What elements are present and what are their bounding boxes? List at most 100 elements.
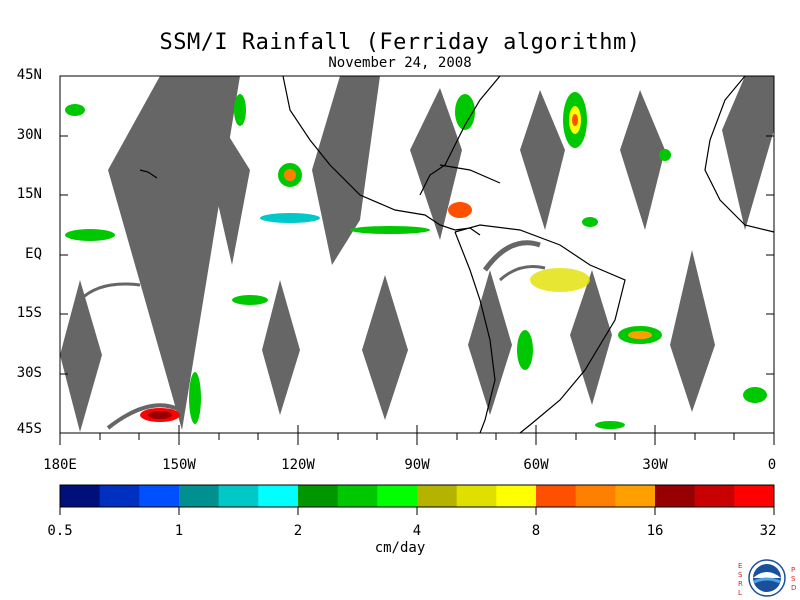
lon-label-120w: 120W <box>281 457 315 473</box>
colorbar-label: 4 <box>412 523 422 539</box>
lat-label-eq: EQ <box>25 246 42 262</box>
cuba-outline <box>439 164 501 184</box>
map-date: November 24, 2008 <box>328 55 472 71</box>
svg-text:D: D <box>791 584 796 592</box>
lon-ticks <box>59 425 775 445</box>
rain-patch <box>234 94 246 126</box>
rain-patch <box>65 104 85 116</box>
rain-patch <box>455 94 475 130</box>
colorbar-units: cm/day <box>374 540 426 556</box>
map-title: SSM/I Rainfall (Ferriday algorithm) <box>159 30 641 55</box>
colorbar-label: 2 <box>293 523 303 539</box>
rain-patch <box>448 202 472 218</box>
lon-label-150w: 150W <box>162 457 196 473</box>
colorbar-label: 16 <box>646 523 664 539</box>
colorbar-cell <box>575 485 616 507</box>
colorbar-cell <box>734 485 775 507</box>
rain-patch <box>595 421 625 429</box>
colorbar-ticks <box>59 507 775 515</box>
lon-label-30w: 30W <box>642 457 668 473</box>
svg-text:S: S <box>738 571 743 579</box>
south-america-coast <box>454 224 626 434</box>
lat-label-15n: 15N <box>16 186 42 202</box>
colorbar-label: 1 <box>174 523 184 539</box>
colorbar-cell <box>615 485 656 507</box>
svg-text:R: R <box>738 580 743 588</box>
swath-arc <box>482 240 541 272</box>
swath-arc <box>498 265 546 282</box>
swath-gap <box>722 76 774 230</box>
rain-patch <box>659 149 671 161</box>
africa-coast <box>704 75 775 233</box>
colorbar-label: 0.5 <box>47 523 73 539</box>
lat-ticks <box>60 75 774 434</box>
rain-patch <box>517 330 533 370</box>
colorbar-cell <box>655 485 696 507</box>
lat-label-15s: 15S <box>16 305 42 321</box>
swath-arc <box>78 282 141 302</box>
rain-patch <box>148 411 172 419</box>
rain-patch <box>350 226 430 234</box>
rain-patch <box>572 114 578 126</box>
swath-gap <box>520 90 565 230</box>
colorbar-cell <box>139 485 180 507</box>
rain-patch <box>628 331 652 339</box>
south-america-west-coast <box>454 231 496 434</box>
lat-label-30s: 30S <box>16 365 42 381</box>
colorbar-cell <box>337 485 378 507</box>
swath-gap <box>670 250 715 412</box>
rain-patch <box>582 217 598 227</box>
colorbar-cell <box>496 485 537 507</box>
coastlines <box>139 75 775 434</box>
svg-text:L: L <box>738 589 742 597</box>
colorbar-cell <box>536 485 577 507</box>
rain-patch <box>232 295 268 305</box>
swath-gap <box>620 90 665 230</box>
lon-label-180e: 180E <box>43 457 77 473</box>
lat-label-45n: 45N <box>16 67 42 83</box>
colorbar-cell <box>99 485 140 507</box>
svg-text:S: S <box>791 575 796 583</box>
noaa-logo-icon: E S R L P S D <box>738 559 796 597</box>
swath-gap <box>570 270 612 405</box>
colorbar-label: 8 <box>531 523 541 539</box>
no-data-swaths <box>60 76 774 432</box>
swath-gap <box>312 76 380 265</box>
us-east-coast <box>419 75 501 196</box>
swath-gap <box>108 76 240 430</box>
colorbar-cell <box>694 485 735 507</box>
north-america-coast <box>282 75 481 236</box>
swath-gap <box>60 280 102 432</box>
colorbar-cell <box>456 485 497 507</box>
colorbar-cell <box>218 485 259 507</box>
colorbar-cell <box>417 485 458 507</box>
lat-label-30n: 30N <box>16 127 42 143</box>
rain-patch <box>189 372 201 424</box>
colorbar <box>60 485 775 507</box>
noaa-logo: E S R L P S D <box>736 558 798 598</box>
rain-patches <box>65 92 767 429</box>
rain-patch <box>260 213 320 223</box>
swath-gap <box>262 280 300 415</box>
swath-gap <box>362 275 408 420</box>
lat-label-45s: 45S <box>16 421 42 437</box>
rain-patch <box>284 169 296 181</box>
colorbar-cell <box>179 485 220 507</box>
colorbar-cell <box>60 485 101 507</box>
lon-label-0: 0 <box>767 457 777 473</box>
svg-text:P: P <box>791 566 795 574</box>
colorbar-cell <box>377 485 418 507</box>
lon-label-90w: 90W <box>404 457 430 473</box>
svg-text:E: E <box>738 562 742 570</box>
rain-patch <box>743 387 767 403</box>
hawaii <box>139 169 158 179</box>
colorbar-cell <box>258 485 299 507</box>
colorbar-label: 32 <box>759 523 777 539</box>
colorbar-cell <box>298 485 339 507</box>
swath-arc <box>106 403 181 430</box>
rain-patch <box>65 229 115 241</box>
rain-patch <box>530 268 590 292</box>
swath-gap <box>200 90 250 265</box>
lon-label-60w: 60W <box>523 457 549 473</box>
